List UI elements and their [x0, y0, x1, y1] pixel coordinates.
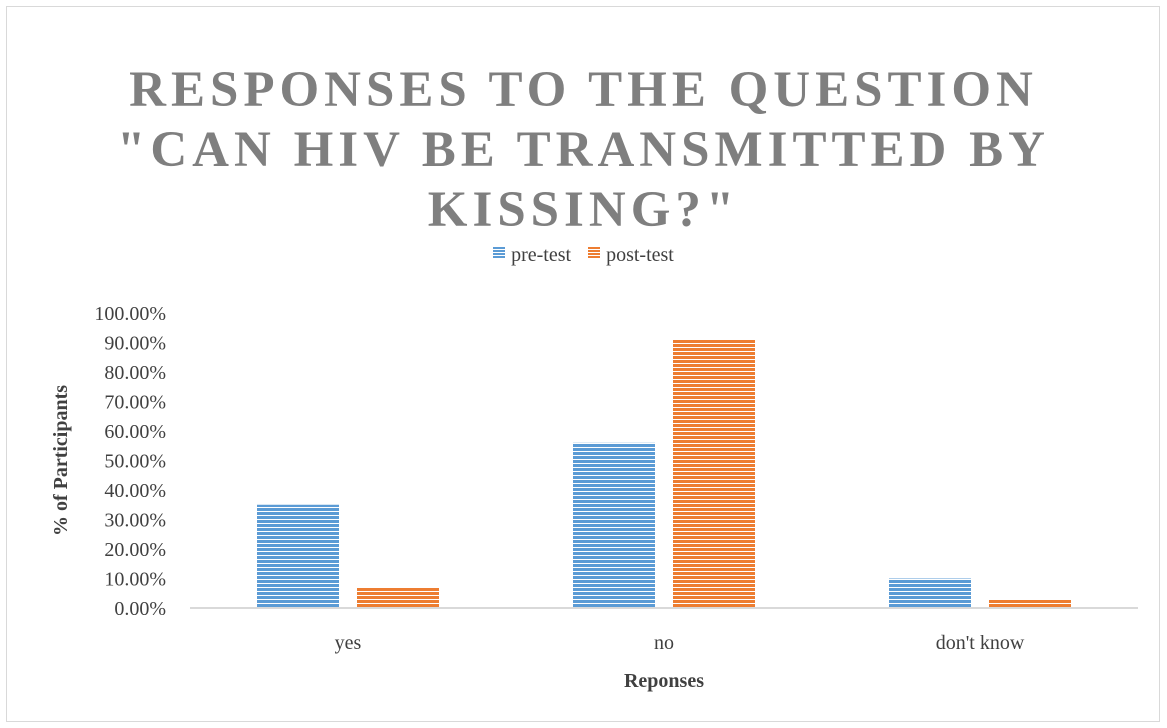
legend-label-post-test: post-test — [606, 244, 674, 266]
y-axis-title: % of Participants — [50, 385, 72, 536]
y-tick-label: 30.00% — [104, 510, 166, 532]
legend-label-pre-test: pre-test — [511, 244, 572, 266]
legend-swatch-post-test — [588, 247, 601, 259]
x-axis-ticks: yes no don't know — [335, 632, 1025, 654]
bar-post-test-don-t-know — [989, 599, 1071, 608]
chart-legend: pre-test post-test — [0, 244, 1167, 267]
y-tick-label: 0.00% — [114, 598, 166, 620]
bar-pre-test-yes — [257, 504, 339, 608]
chart-title-line-2: "CAN HIV BE TRANSMITTED BY — [117, 122, 1050, 178]
y-tick-label: 50.00% — [104, 451, 166, 473]
y-tick-label: 80.00% — [104, 362, 166, 384]
y-tick-label: 60.00% — [104, 421, 166, 443]
y-axis-ticks: 0.00% 10.00% 20.00% 30.00% 40.00% 50.00% 60.00… — [94, 303, 166, 620]
chart-title-line-3: KISSING?" — [427, 182, 740, 238]
legend-item-pre-test: pre-test — [493, 244, 571, 267]
legend-item-post-test: post-test — [588, 244, 674, 267]
bar-post-test-no — [673, 339, 755, 608]
x-axis-title: Reponses — [624, 670, 704, 692]
y-tick-label: 20.00% — [104, 539, 166, 561]
y-tick-label: 70.00% — [104, 392, 166, 414]
chart-title: RESPONSES TO THE QUESTION "CAN HIV BE TR… — [0, 60, 1167, 240]
y-tick-label: 10.00% — [104, 569, 166, 591]
y-tick-label: 40.00% — [104, 480, 166, 502]
chart-title-line-1: RESPONSES TO THE QUESTION — [129, 62, 1038, 118]
x-tick-label: don't know — [936, 632, 1025, 654]
y-tick-label: 100.00% — [94, 303, 166, 325]
x-tick-label: no — [654, 632, 674, 654]
bar-pre-test-don-t-know — [889, 578, 971, 608]
legend-swatch-pre-test — [493, 247, 506, 259]
x-tick-label: yes — [335, 632, 362, 654]
bar-post-test-yes — [357, 587, 439, 608]
bar-pre-test-no — [573, 442, 655, 608]
bars — [257, 339, 1071, 608]
y-tick-label: 90.00% — [104, 333, 166, 355]
